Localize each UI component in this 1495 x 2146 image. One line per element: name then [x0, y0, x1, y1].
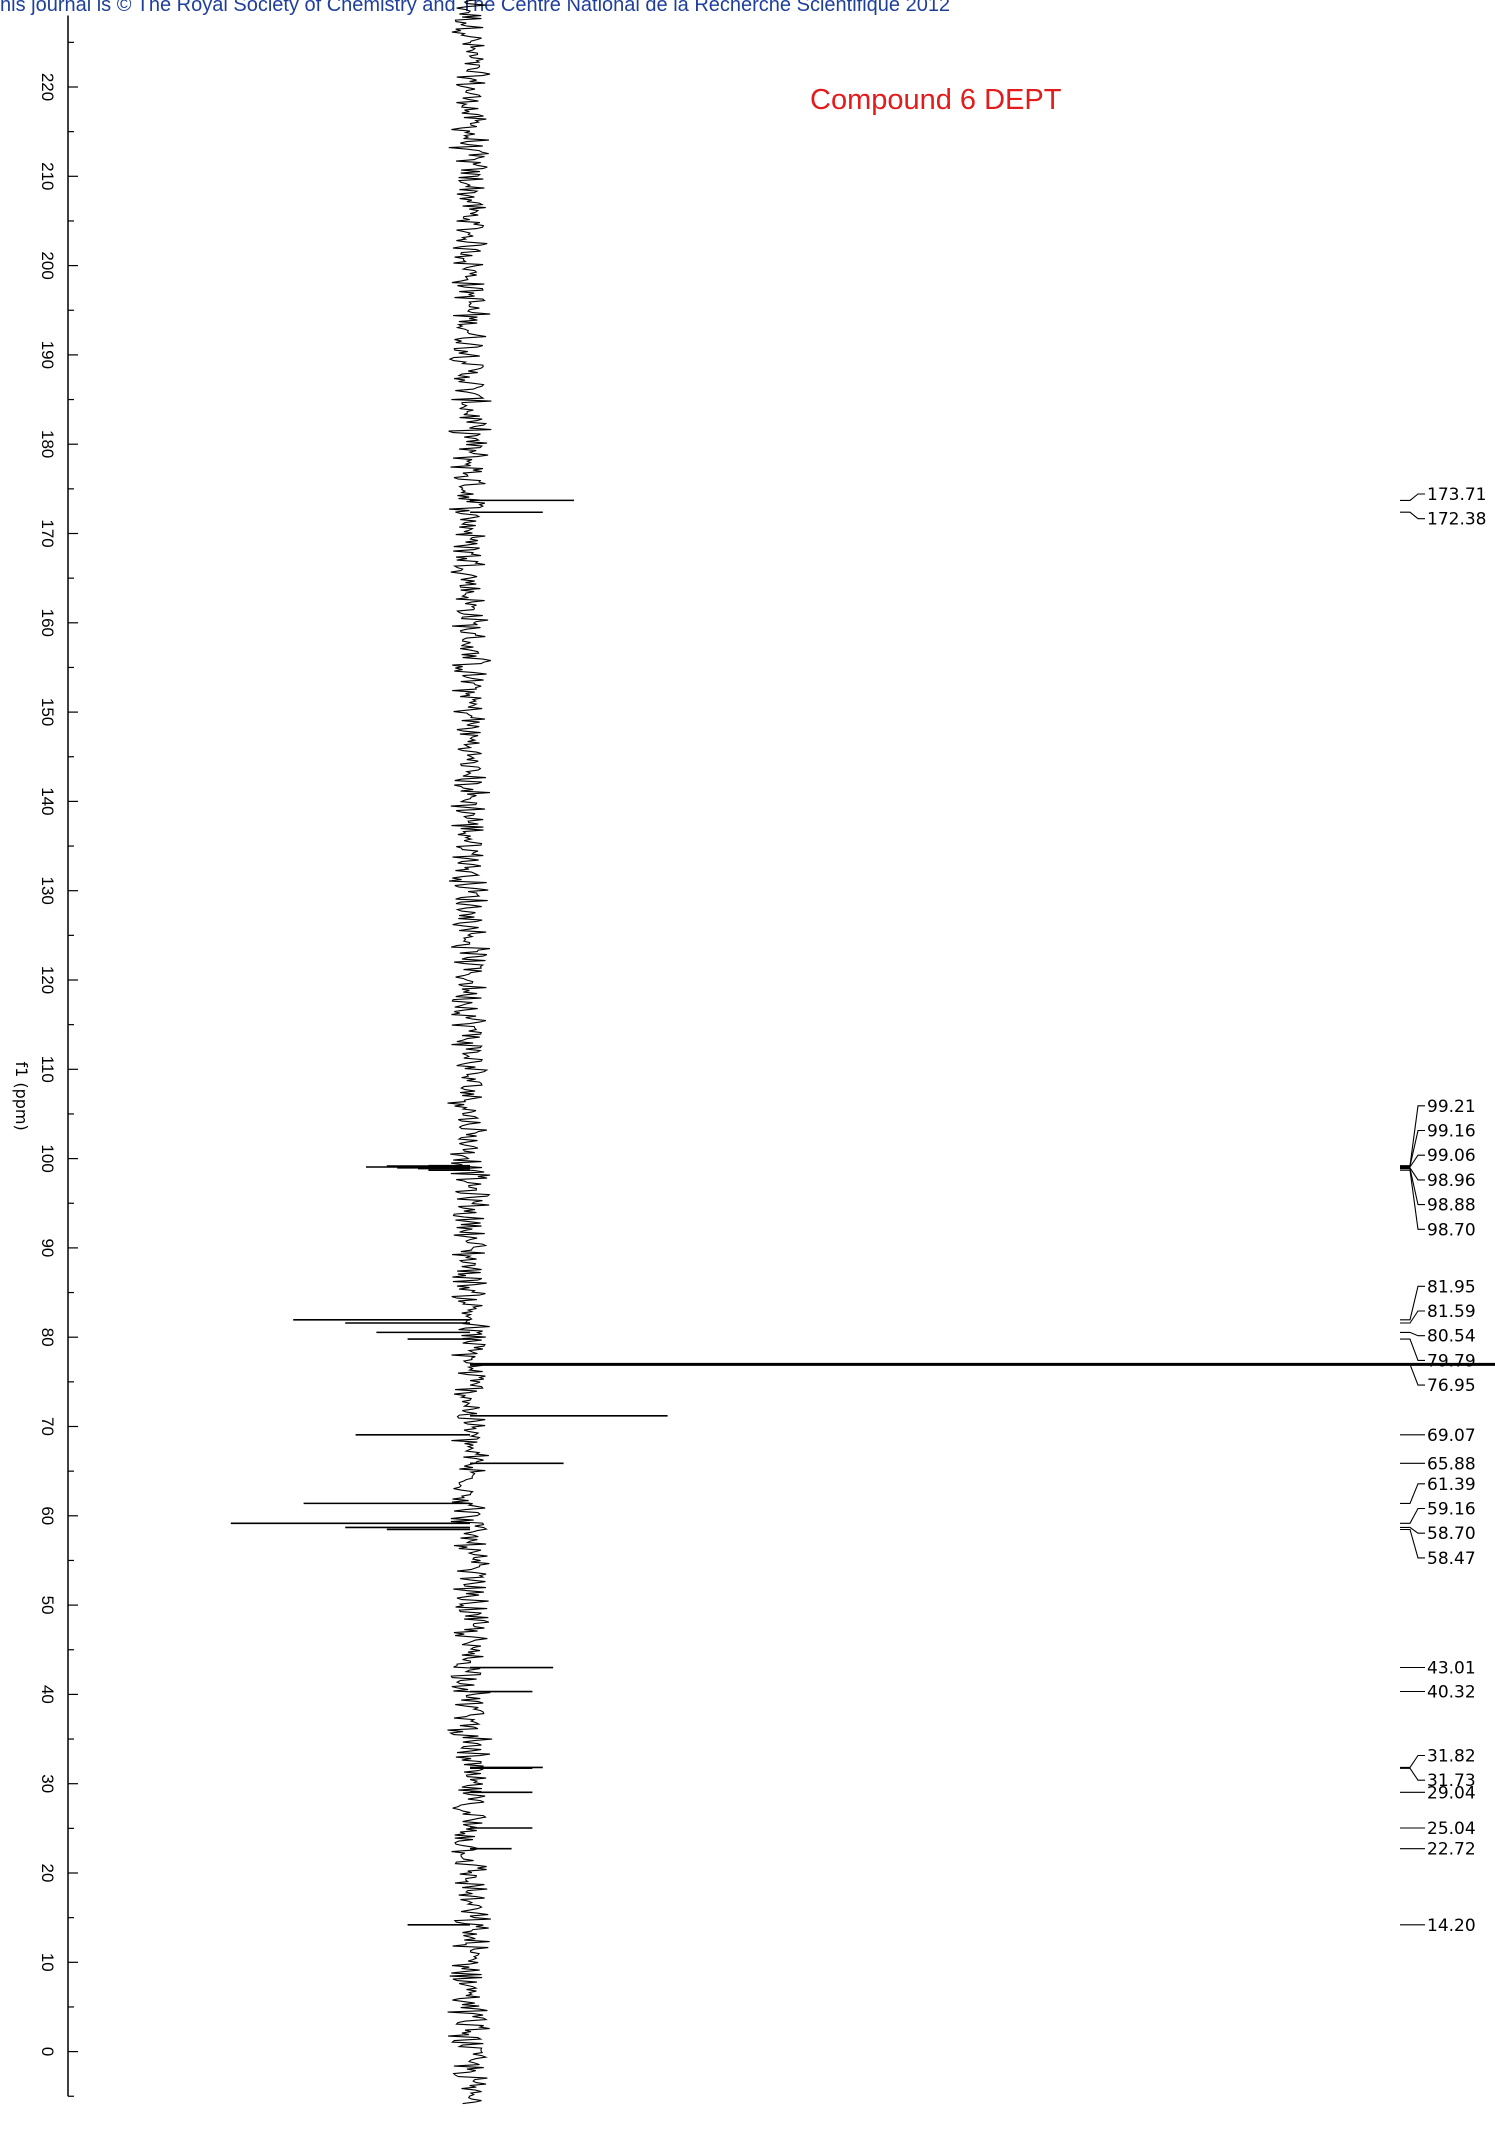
peak-label-leader: [1400, 1310, 1425, 1324]
peak-label-leader: [1400, 493, 1425, 501]
peak-label-leader: [1400, 1169, 1425, 1230]
peak-label: 31.73: [1427, 1771, 1476, 1791]
peak-lines: [230, 499, 1495, 1926]
axis-tick-label: 90: [38, 1238, 57, 1257]
peak-label: 59.16: [1427, 1500, 1476, 1520]
peak-label-leader: [1400, 1507, 1425, 1524]
peak-label: 79.79: [1427, 1351, 1476, 1371]
peak-label-leader: [1400, 1363, 1425, 1386]
axis-tick-label: 200: [38, 251, 57, 279]
peak-label: 81.95: [1427, 1277, 1476, 1297]
peak-label-leader: [1400, 1168, 1425, 1206]
peak-label-leader: [1400, 1528, 1425, 1559]
peak-label: 25.04: [1427, 1819, 1476, 1839]
peak-label-leader: [1400, 1331, 1425, 1337]
axis-tick-label: 110: [38, 1056, 57, 1083]
axis-tick-label: 0: [38, 2047, 57, 2056]
axis-tick-label: 80: [38, 1328, 57, 1347]
axis-tick-label: 130: [38, 877, 57, 905]
axis-tick-label: 100: [38, 1144, 57, 1172]
peak-label: 99.21: [1427, 1097, 1476, 1117]
peak-label-leader: [1400, 1754, 1425, 1768]
axis-tick-label: 70: [38, 1417, 57, 1436]
axis-tick-label: 50: [38, 1596, 57, 1615]
axis-tick-label: 220: [38, 73, 57, 101]
peak-label-leader: [1400, 1767, 1425, 1781]
axis-tick-label: 190: [38, 341, 57, 369]
peak-label: 58.70: [1427, 1524, 1476, 1544]
peak-label-leader: [1400, 1285, 1425, 1321]
peak-label: 65.88: [1427, 1454, 1476, 1474]
axis-tick-label: 160: [38, 609, 57, 637]
axis-tick-label: 180: [38, 430, 57, 458]
chart-title: Compound 6 DEPT: [810, 84, 1062, 116]
axis-tick-label: 10: [38, 1953, 57, 1972]
peak-label: 76.95: [1427, 1376, 1476, 1396]
peak-label-leader: [1400, 1129, 1425, 1167]
peak-label: 98.88: [1427, 1196, 1476, 1216]
peak-label: 43.01: [1427, 1659, 1476, 1679]
peak-label: 58.47: [1427, 1549, 1476, 1569]
peak-label-leader: [1400, 1167, 1425, 1181]
peak-label: 14.20: [1427, 1916, 1476, 1936]
axis-title: f1 (ppm): [12, 1061, 31, 1130]
peak-label-leader: [1400, 511, 1425, 520]
peak-label-leader: [1400, 1338, 1425, 1361]
peak-label: 61.39: [1427, 1475, 1476, 1495]
peak-label: 173.71: [1427, 485, 1486, 505]
peak-label-leader: [1400, 1154, 1425, 1168]
axis-tick-label: 150: [38, 698, 57, 726]
peak-label: 172.38: [1427, 510, 1486, 530]
peak-label: 81.59: [1427, 1302, 1476, 1322]
axis-tick-label: 40: [38, 1685, 57, 1704]
peak-label: 40.32: [1427, 1683, 1476, 1703]
axis-tick-label: 120: [38, 966, 57, 994]
peak-label: 69.07: [1427, 1426, 1476, 1446]
journal-copyright-line: his journal is © The Royal Society of Ch…: [0, 0, 951, 16]
axis-tick-label: 60: [38, 1506, 57, 1525]
axis-tick-label: 170: [38, 519, 57, 547]
peak-label: 29.04: [1427, 1783, 1476, 1803]
peak-label: 99.16: [1427, 1122, 1476, 1142]
peak-label: 22.72: [1427, 1840, 1476, 1860]
peak-label-leader: [1400, 1483, 1425, 1504]
baseline-noise: [447, 0, 493, 2105]
peak-label: 98.96: [1427, 1171, 1476, 1191]
axis-tick-label: 140: [38, 787, 57, 815]
noise-trace: [447, 0, 493, 2105]
axis-tick-label: 30: [38, 1774, 57, 1793]
axis-tick-label: 210: [38, 162, 57, 190]
peak-label: 98.70: [1427, 1220, 1476, 1240]
peak-label: 31.82: [1427, 1747, 1476, 1767]
ppm-axis: 2202102001901801701601501401301201101009…: [12, 15, 78, 2097]
peak-label: 99.06: [1427, 1146, 1476, 1166]
peak-label-column: 173.71 172.38 99.21 99.16 99.06 98.96 98.88 98.…: [1400, 485, 1486, 1936]
axis-tick-label: 20: [38, 1864, 57, 1883]
peak-label: 80.54: [1427, 1327, 1476, 1347]
peak-label-leader: [1400, 1526, 1425, 1534]
